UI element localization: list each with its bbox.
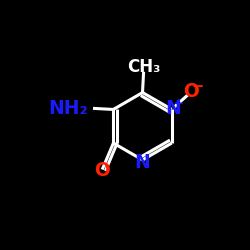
Text: N: N bbox=[135, 153, 150, 172]
Text: O: O bbox=[183, 82, 199, 101]
Text: O: O bbox=[94, 161, 110, 180]
Text: +: + bbox=[174, 97, 184, 110]
Text: −: − bbox=[191, 79, 203, 94]
Text: N: N bbox=[165, 99, 181, 118]
Text: CH₃: CH₃ bbox=[127, 58, 160, 76]
Text: NH₂: NH₂ bbox=[48, 99, 88, 118]
